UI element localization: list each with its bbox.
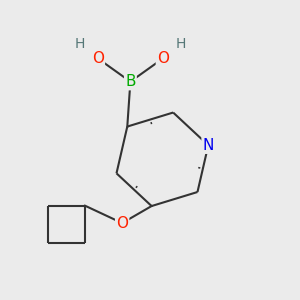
Text: O: O	[92, 51, 104, 66]
Text: O: O	[116, 216, 128, 231]
Text: B: B	[125, 74, 136, 89]
Text: O: O	[157, 51, 169, 66]
Text: H: H	[75, 37, 85, 51]
Text: H: H	[176, 37, 186, 51]
Text: N: N	[202, 138, 214, 153]
